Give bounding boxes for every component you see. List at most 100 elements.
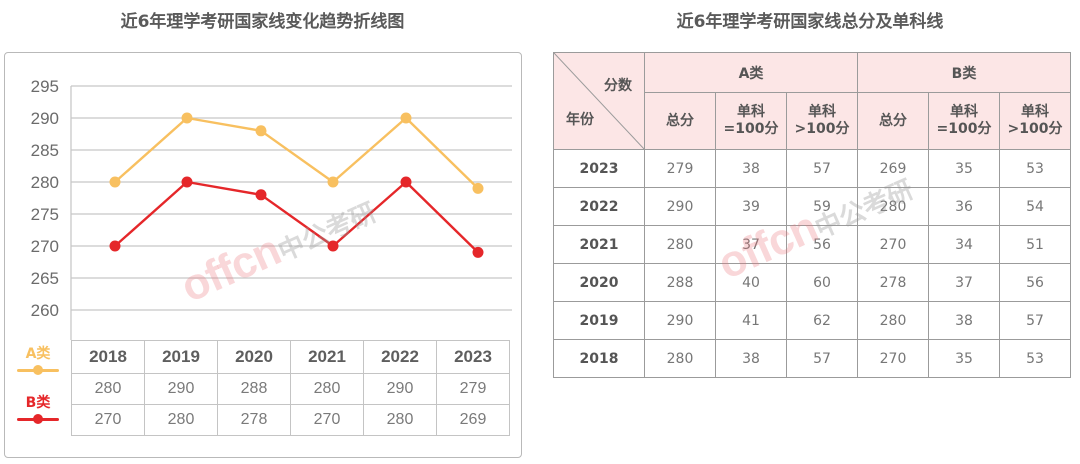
column-header-line2: >100分: [1007, 121, 1063, 137]
year-cell: 2022: [363, 340, 437, 374]
a-value-cell: 280: [290, 373, 364, 405]
table-row: 2019 290 41 62 280 38 57: [553, 301, 1071, 340]
data-point: [181, 112, 193, 124]
svg-text:260: 260: [31, 301, 59, 320]
year-cell: 2019: [144, 340, 218, 374]
svg-text:285: 285: [31, 141, 59, 160]
year-cell: 2023: [436, 340, 510, 374]
score-cell: 57: [786, 339, 858, 378]
column-header: 总分: [857, 92, 929, 150]
svg-text:290: 290: [31, 109, 59, 128]
score-cell: 38: [715, 339, 787, 378]
y-axis-ticks: 295 290 285 280 275 270 265 260: [31, 77, 59, 320]
year-cell: 2022: [553, 187, 645, 226]
year-cell: 2023: [553, 149, 645, 188]
table-row: 2018 280 38 57 270 35 53: [553, 339, 1071, 378]
group-b-header: B类: [857, 52, 1071, 93]
score-cell: 53: [999, 149, 1071, 188]
score-cell: 290: [644, 301, 716, 340]
column-header-line2: =100分: [723, 121, 779, 137]
svg-text:265: 265: [31, 269, 59, 288]
column-header: 单科 =100分: [928, 92, 1000, 150]
series-a: [109, 112, 484, 194]
column-header-line1: 单科: [950, 104, 978, 120]
column-header-line2: >100分: [794, 121, 850, 137]
table-row: 2022 290 39 59 280 36 54: [553, 187, 1071, 226]
column-header-line1: 总分: [879, 112, 907, 129]
group-a-header: A类: [644, 52, 858, 93]
column-header-line1: 单科: [1021, 104, 1049, 120]
year-cell: 2019: [553, 301, 645, 340]
score-cell: 34: [928, 225, 1000, 264]
column-header-line1: 单科: [808, 104, 836, 120]
table-row: 2021 280 37 56 270 34 51: [553, 225, 1071, 264]
column-header: 单科 >100分: [999, 92, 1071, 150]
data-point: [400, 176, 412, 188]
line-chart-panel: 295 290 285 280 275 270 265 260 offcn中公考研 A类 B类…: [4, 52, 522, 458]
diagonal-divider: [554, 53, 645, 150]
line-chart: 295 290 285 280 275 270 265 260: [31, 77, 512, 340]
b-value-cell: 280: [144, 404, 218, 436]
score-cell: 59: [786, 187, 858, 226]
score-cell: 35: [928, 339, 1000, 378]
score-cell: 57: [999, 301, 1071, 340]
year-cell: 2021: [290, 340, 364, 374]
score-cell: 270: [857, 225, 929, 264]
data-point: [255, 189, 267, 201]
data-point: [327, 176, 339, 188]
score-cell: 288: [644, 263, 716, 302]
b-values-row: 270 280 278 270 280 269: [71, 404, 510, 436]
data-point: [255, 125, 267, 137]
score-cell: 280: [857, 301, 929, 340]
legend-b: B类: [15, 395, 61, 425]
table-row: 2020 288 40 60 278 37 56: [553, 263, 1071, 302]
score-cell: 53: [999, 339, 1071, 378]
b-value-cell: 280: [363, 404, 437, 436]
score-cell: 62: [786, 301, 858, 340]
score-cell: 51: [999, 225, 1071, 264]
score-cell: 38: [928, 301, 1000, 340]
column-header: 总分: [644, 92, 716, 150]
series-b: [109, 176, 484, 258]
data-point: [400, 112, 412, 124]
score-cell: 290: [644, 187, 716, 226]
score-cell: 278: [857, 263, 929, 302]
score-cell: 280: [857, 187, 929, 226]
score-cell: 60: [786, 263, 858, 302]
score-cell: 269: [857, 149, 929, 188]
score-cell: 35: [928, 149, 1000, 188]
b-value-cell: 278: [217, 404, 291, 436]
a-values-row: 280 290 288 280 290 279: [71, 373, 510, 405]
score-cell: 56: [786, 225, 858, 264]
score-cell: 37: [715, 225, 787, 264]
data-point: [327, 240, 339, 252]
year-cell: 2020: [553, 263, 645, 302]
score-cell: 279: [644, 149, 716, 188]
column-header-line1: 总分: [666, 112, 694, 129]
data-point: [472, 246, 484, 258]
column-header: 单科 =100分: [715, 92, 787, 150]
a-value-cell: 279: [436, 373, 510, 405]
score-cell: 38: [715, 149, 787, 188]
a-value-cell: 288: [217, 373, 291, 405]
year-cell: 2018: [71, 340, 145, 374]
data-point: [109, 176, 121, 188]
column-header-line1: 单科: [737, 104, 765, 120]
svg-text:295: 295: [31, 77, 59, 96]
chart-series: [109, 112, 484, 258]
score-cell: 270: [857, 339, 929, 378]
score-table-body: 2023 279 38 57 269 35 53 2022 290 39 59 280 36 54 2021…: [553, 149, 1071, 378]
data-point: [109, 240, 121, 252]
legend-a-marker-icon: [15, 364, 61, 376]
svg-text:270: 270: [31, 237, 59, 256]
score-cell: 57: [786, 149, 858, 188]
line-chart-title: 近6年理学考研国家线变化趋势折线图: [120, 12, 405, 32]
score-cell: 280: [644, 225, 716, 264]
column-header: 单科 >100分: [786, 92, 858, 150]
score-cell: 280: [644, 339, 716, 378]
score-cell: 36: [928, 187, 1000, 226]
svg-text:280: 280: [31, 173, 59, 192]
corner-score-label: 分数: [604, 78, 632, 94]
a-value-cell: 290: [363, 373, 437, 405]
score-table-title: 近6年理学考研国家线总分及单科线: [676, 12, 944, 32]
